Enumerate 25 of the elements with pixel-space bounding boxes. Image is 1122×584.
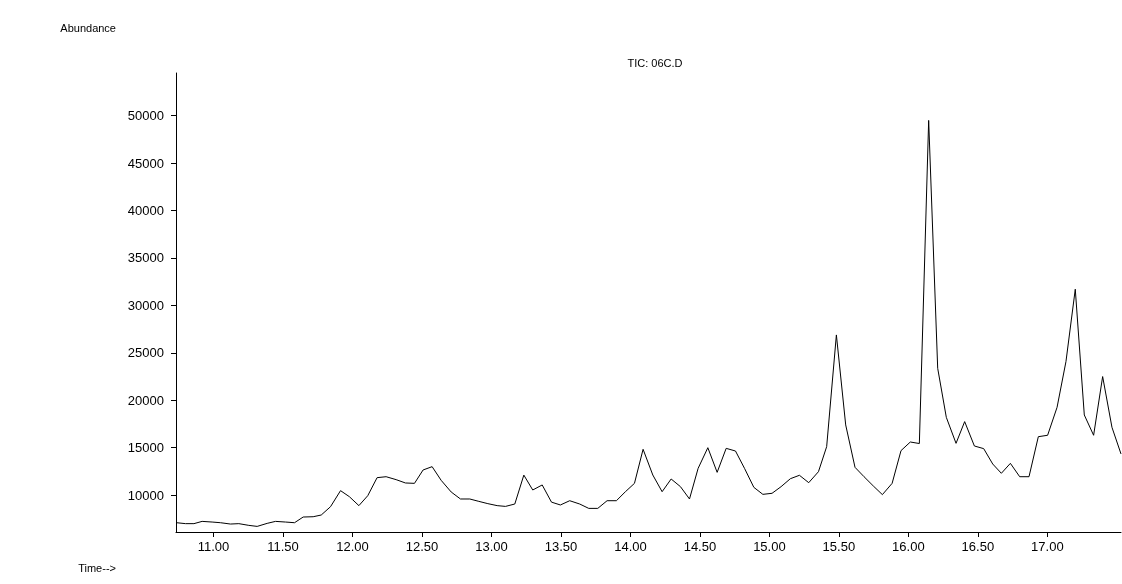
x-tick-label: 11.50 bbox=[267, 539, 299, 554]
x-tick-label: 16.50 bbox=[961, 539, 995, 554]
x-tick-label: 12.00 bbox=[336, 539, 369, 554]
x-tick-label: 17.00 bbox=[1031, 539, 1064, 554]
y-tick-label: 15000 bbox=[127, 440, 164, 456]
y-tick-label: 10000 bbox=[127, 487, 164, 503]
y-tick-label: 45000 bbox=[127, 155, 164, 171]
y-tick-label: 20000 bbox=[127, 392, 164, 408]
y-tick-label: 40000 bbox=[127, 203, 164, 219]
y-tick-label: 35000 bbox=[127, 250, 164, 266]
y-tick-label: 30000 bbox=[127, 297, 164, 313]
x-tick-label: 15.50 bbox=[822, 539, 856, 554]
x-tick-label: 14.50 bbox=[683, 539, 717, 554]
x-tick-label: 14.00 bbox=[614, 539, 647, 554]
x-tick-label: 13.50 bbox=[544, 539, 578, 554]
x-tick-label: 13.00 bbox=[475, 539, 508, 554]
y-axis-title: Abundance bbox=[60, 21, 116, 34]
x-tick-label: 15.00 bbox=[753, 539, 786, 554]
chart-title: TIC: 06C.D bbox=[627, 56, 683, 69]
x-axis-title: Time--> bbox=[78, 561, 116, 574]
x-tick-label: 11.00 bbox=[197, 539, 230, 554]
y-tick-label: 50000 bbox=[127, 108, 164, 124]
y-tick-label: 25000 bbox=[127, 345, 164, 361]
x-tick-label: 16.00 bbox=[892, 539, 925, 554]
x-tick-label: 12.50 bbox=[405, 539, 439, 554]
